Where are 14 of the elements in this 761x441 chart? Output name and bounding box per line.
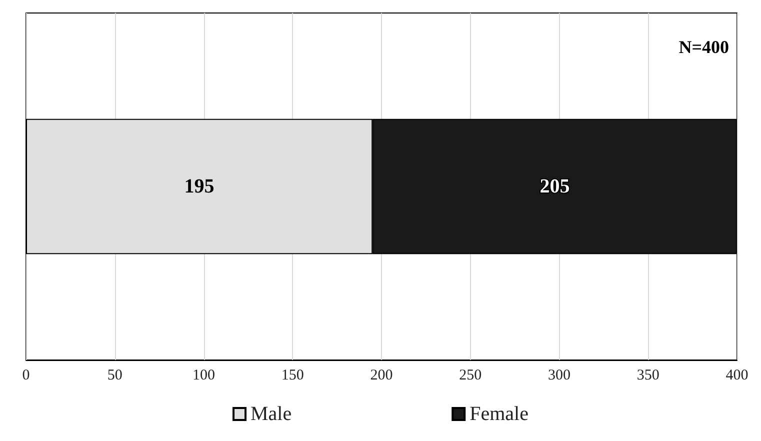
x-tick-label: 350 bbox=[636, 368, 660, 384]
data-label: 195 bbox=[184, 176, 214, 198]
x-tick-label: 300 bbox=[548, 368, 570, 384]
data-label: 205 bbox=[540, 176, 570, 198]
x-tick-label: 50 bbox=[107, 368, 122, 384]
x-tick-label: 0 bbox=[22, 368, 30, 384]
x-tick-label: 200 bbox=[370, 368, 393, 384]
x-tick-label: 250 bbox=[459, 368, 482, 384]
x-tick-label: 150 bbox=[281, 368, 304, 384]
x-tick-label: 100 bbox=[192, 368, 215, 384]
legend-label: Female bbox=[470, 403, 529, 425]
annotation: N=400 bbox=[678, 37, 730, 57]
x-tick-label: 400 bbox=[726, 368, 748, 384]
legend-label: Male bbox=[250, 403, 292, 425]
